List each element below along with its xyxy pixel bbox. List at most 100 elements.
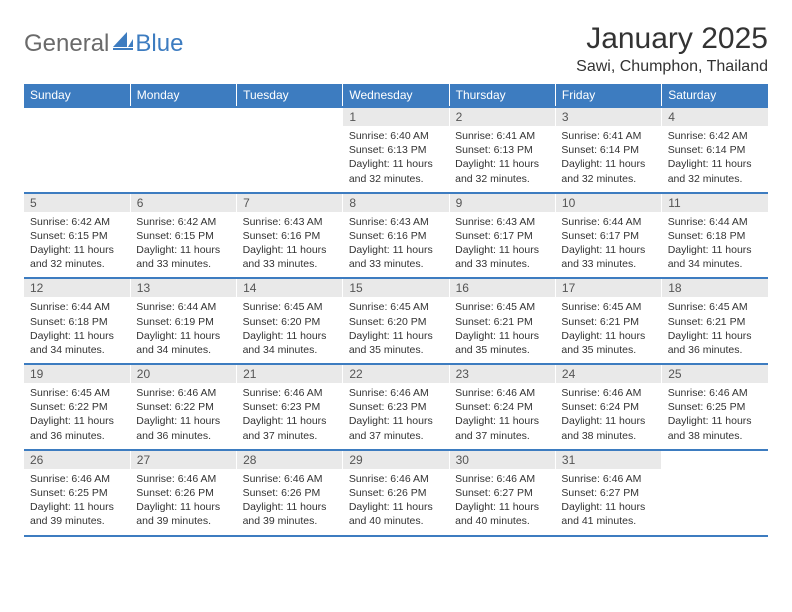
logo: General Blue: [24, 22, 183, 58]
daynum-row: 19202122232425: [24, 364, 768, 383]
daylight-line: Daylight: 11 hours and 35 minutes.: [349, 329, 443, 357]
sunset-line: Sunset: 6:19 PM: [136, 315, 230, 329]
day-detail-cell: Sunrise: 6:45 AMSunset: 6:20 PMDaylight:…: [237, 297, 343, 364]
sunset-line: Sunset: 6:24 PM: [561, 400, 655, 414]
day-detail-cell: [662, 469, 768, 535]
day-detail-cell: Sunrise: 6:42 AMSunset: 6:15 PMDaylight:…: [24, 212, 130, 279]
sunrise-line: Sunrise: 6:45 AM: [30, 386, 124, 400]
day-number-cell: 28: [237, 450, 343, 469]
day-number-cell: 11: [662, 193, 768, 212]
daylight-line: Daylight: 11 hours and 32 minutes.: [349, 157, 443, 185]
day-number-cell: 7: [237, 193, 343, 212]
day-number-cell: [237, 107, 343, 126]
day-detail-cell: Sunrise: 6:41 AMSunset: 6:13 PMDaylight:…: [449, 126, 555, 193]
day-number-cell: 8: [343, 193, 449, 212]
daylight-line: Daylight: 11 hours and 36 minutes.: [668, 329, 762, 357]
sunrise-line: Sunrise: 6:45 AM: [349, 300, 443, 314]
day-detail-cell: Sunrise: 6:45 AMSunset: 6:21 PMDaylight:…: [662, 297, 768, 364]
sunrise-line: Sunrise: 6:46 AM: [136, 386, 230, 400]
day-detail-cell: Sunrise: 6:42 AMSunset: 6:14 PMDaylight:…: [662, 126, 768, 193]
sunset-line: Sunset: 6:26 PM: [349, 486, 443, 500]
sunset-line: Sunset: 6:18 PM: [30, 315, 124, 329]
day-number-cell: 3: [555, 107, 661, 126]
sunset-line: Sunset: 6:17 PM: [455, 229, 549, 243]
daynum-row: 1234: [24, 107, 768, 126]
sunrise-line: Sunrise: 6:40 AM: [349, 129, 443, 143]
detail-row: Sunrise: 6:46 AM Sunset: 6:25 PM Daylight:…: [24, 469, 768, 535]
sunrise-line: Sunrise: 6:46 AM: [349, 386, 443, 400]
day-number-cell: [24, 107, 130, 126]
sunrise-line: Sunrise: 6:46 AM: [243, 472, 337, 486]
sunset-line: Sunset: 6:25 PM: [30, 486, 124, 500]
weekday-header: Monday: [130, 84, 236, 107]
day-number-cell: 2: [449, 107, 555, 126]
logo-sail-icon: [113, 32, 133, 50]
day-number-cell: 16: [449, 278, 555, 297]
sunset-line: Sunset: 6:21 PM: [668, 315, 762, 329]
sunrise-line: Sunrise: 6:46 AM: [561, 386, 655, 400]
sunrise-line: Sunrise: 6:42 AM: [136, 215, 230, 229]
day-detail-cell: Sunrise: 6:45 AMSunset: 6:22 PMDaylight:…: [24, 383, 130, 450]
weekday-header: Wednesday: [343, 84, 449, 107]
sunrise-line: Sunrise: 6:42 AM: [668, 129, 762, 143]
day-number-cell: 6: [130, 193, 236, 212]
sunset-line: Sunset: 6:22 PM: [30, 400, 124, 414]
sunset-line: Sunset: 6:23 PM: [243, 400, 337, 414]
day-detail-cell: Sunrise: 6:46 AMSunset: 6:26 PMDaylight:…: [343, 469, 449, 535]
daynum-row: 12131415161718: [24, 278, 768, 297]
day-detail-cell: Sunrise: 6:44 AMSunset: 6:18 PMDaylight:…: [662, 212, 768, 279]
day-detail-cell: Sunrise: 6:46 AMSunset: 6:25 PMDaylight:…: [24, 469, 130, 535]
day-number-cell: 23: [449, 364, 555, 383]
sunrise-line: Sunrise: 6:46 AM: [136, 472, 230, 486]
sunset-line: Sunset: 6:16 PM: [349, 229, 443, 243]
sunset-line: Sunset: 6:13 PM: [349, 143, 443, 157]
day-number-cell: 20: [130, 364, 236, 383]
day-number-cell: 21: [237, 364, 343, 383]
day-number-cell: 12: [24, 278, 130, 297]
sunrise-line: Sunrise: 6:41 AM: [561, 129, 655, 143]
calendar-table: SundayMondayTuesdayWednesdayThursdayFrid…: [24, 84, 768, 535]
day-number-cell: 1: [343, 107, 449, 126]
daylight-line: Daylight: 11 hours and 35 minutes.: [561, 329, 655, 357]
daylight-line: Daylight: 11 hours and 40 minutes.: [455, 500, 549, 528]
sunrise-line: Sunrise: 6:44 AM: [668, 215, 762, 229]
weekday-header: Sunday: [24, 84, 130, 107]
day-number-cell: 19: [24, 364, 130, 383]
day-detail-cell: Sunrise: 6:46 AMSunset: 6:26 PMDaylight:…: [237, 469, 343, 535]
sunset-line: Sunset: 6:22 PM: [136, 400, 230, 414]
daylight-line: Daylight: 11 hours and 40 minutes.: [349, 500, 443, 528]
sunset-line: Sunset: 6:25 PM: [668, 400, 762, 414]
day-detail-cell: [130, 126, 236, 193]
daylight-line: Daylight: 11 hours and 37 minutes.: [243, 414, 337, 442]
sunset-line: Sunset: 6:17 PM: [561, 229, 655, 243]
day-detail-cell: Sunrise: 6:41 AMSunset: 6:14 PMDaylight:…: [555, 126, 661, 193]
daynum-row: 262728293031: [24, 450, 768, 469]
daylight-line: Daylight: 11 hours and 34 minutes.: [668, 243, 762, 271]
sunrise-line: Sunrise: 6:46 AM: [668, 386, 762, 400]
daylight-line: Daylight: 11 hours and 32 minutes.: [30, 243, 124, 271]
day-detail-cell: Sunrise: 6:40 AMSunset: 6:13 PMDaylight:…: [343, 126, 449, 193]
day-detail-cell: [237, 126, 343, 193]
sunset-line: Sunset: 6:14 PM: [561, 143, 655, 157]
logo-text-blue: Blue: [135, 30, 183, 58]
day-detail-cell: Sunrise: 6:45 AMSunset: 6:21 PMDaylight:…: [449, 297, 555, 364]
title-block: January 2025 Sawi, Chumphon, Thailand: [576, 22, 768, 76]
sunrise-line: Sunrise: 6:42 AM: [30, 215, 124, 229]
day-number-cell: 14: [237, 278, 343, 297]
sunrise-line: Sunrise: 6:43 AM: [455, 215, 549, 229]
sunrise-line: Sunrise: 6:43 AM: [243, 215, 337, 229]
day-detail-cell: Sunrise: 6:45 AMSunset: 6:20 PMDaylight:…: [343, 297, 449, 364]
day-number-cell: 4: [662, 107, 768, 126]
day-detail-cell: Sunrise: 6:43 AMSunset: 6:16 PMDaylight:…: [343, 212, 449, 279]
day-number-cell: 17: [555, 278, 661, 297]
daylight-line: Daylight: 11 hours and 33 minutes.: [136, 243, 230, 271]
daylight-line: Daylight: 11 hours and 33 minutes.: [455, 243, 549, 271]
day-number-cell: 18: [662, 278, 768, 297]
daylight-line: Daylight: 11 hours and 34 minutes.: [30, 329, 124, 357]
day-number-cell: 25: [662, 364, 768, 383]
weekday-header: Saturday: [662, 84, 768, 107]
sunset-line: Sunset: 6:13 PM: [455, 143, 549, 157]
daylight-line: Daylight: 11 hours and 41 minutes.: [561, 500, 655, 528]
day-number-cell: 5: [24, 193, 130, 212]
day-number-cell: 29: [343, 450, 449, 469]
